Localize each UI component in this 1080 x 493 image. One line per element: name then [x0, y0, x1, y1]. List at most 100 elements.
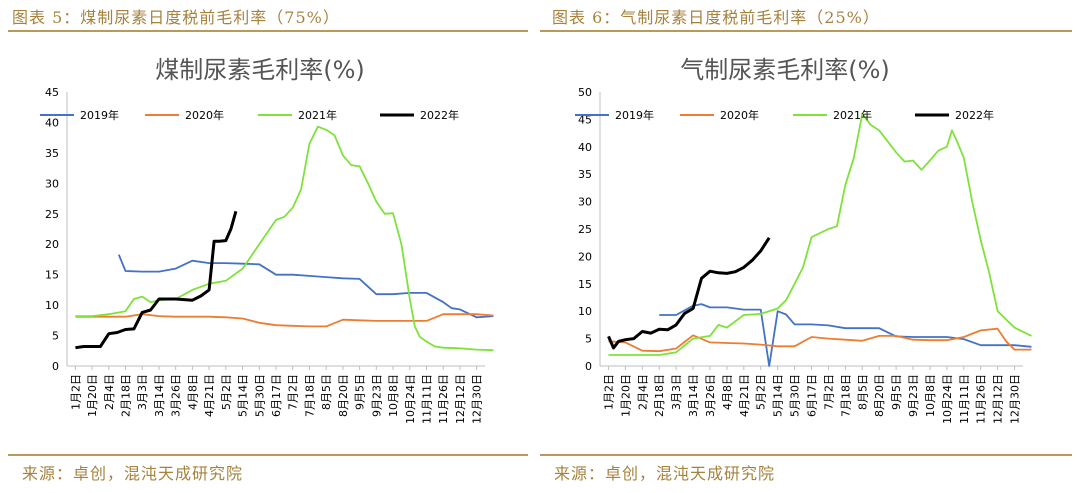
x-tick-label: 9月23日 — [370, 374, 383, 417]
x-tick-label: 9月5日 — [890, 374, 903, 410]
x-tick-label: 4月21日 — [203, 374, 216, 417]
coal-urea-margin-chart: 煤制尿素毛利率(%) 0 5 10 15 20 25 30 35 40 45 1月2日 1月20日 2月4… — [40, 56, 494, 424]
legend-label: 2021年 — [833, 108, 872, 122]
right-panel: 图表 6：气制尿素日度税前毛利率（25%） 气制尿素毛利率(%) 0 5 10 15 20… — [540, 0, 1072, 493]
chart-title: 气制尿素毛利率(%) — [680, 56, 890, 84]
y-tick-label: 25 — [45, 208, 59, 221]
left-panel: 图表 5：煤制尿素日度税前毛利率（75%） 煤制尿素毛利率(%) 0 5 10 15 20… — [0, 0, 528, 493]
x-tick-label: 5月2日 — [220, 374, 233, 410]
y-tick-label: 40 — [45, 116, 59, 129]
x-tick-label: 5月2日 — [755, 374, 768, 410]
x-tick-label: 6月17日 — [270, 374, 283, 417]
left-bottom-rule — [8, 454, 528, 456]
x-tick-label: 7月2日 — [822, 374, 835, 410]
y-tick-label: 45 — [45, 86, 59, 99]
right-source-note: 来源：卓创，混沌天成研究院 — [554, 464, 776, 483]
x-tick-label: 3月3日 — [670, 374, 683, 410]
x-tick-label: 4月21日 — [738, 374, 751, 417]
legend-label: 2022年 — [955, 108, 994, 122]
x-tick-label: 10月24日 — [404, 374, 417, 424]
y-tick-label: 0 — [52, 360, 59, 373]
x-tick-label: 12月30日 — [471, 374, 484, 424]
x-tick-label: 12月12日 — [454, 374, 467, 424]
legend-label: 2021年 — [298, 108, 337, 122]
y-tick-label: 10 — [578, 305, 592, 318]
x-tick-label: 3月14日 — [687, 374, 700, 417]
right-top-rule — [540, 30, 1072, 32]
x-tick-label: 7月18日 — [839, 374, 852, 417]
x-tick-label: 10月24日 — [941, 374, 954, 424]
x-tick-label: 4月8日 — [186, 374, 199, 410]
x-tick-label: 2月18日 — [653, 374, 666, 417]
x-tick-label: 3月26日 — [170, 374, 183, 417]
x-tick-label: 5月30日 — [253, 374, 266, 417]
right-bottom-rule — [540, 454, 1072, 456]
y-tick-label: 35 — [45, 147, 59, 160]
x-tick-label: 11月11日 — [420, 374, 433, 424]
legend-label: 2020年 — [720, 108, 759, 122]
legend-label: 2020年 — [185, 108, 224, 122]
left-source-note: 来源：卓创，混沌天成研究院 — [22, 464, 244, 483]
x-tick-label: 4月8日 — [721, 374, 734, 410]
series-line-2021年 — [608, 113, 1032, 356]
series-line-2020年 — [608, 327, 1032, 353]
x-tick-label: 5月14日 — [772, 374, 785, 417]
y-tick-label: 15 — [578, 278, 592, 291]
series-line-2021年 — [75, 125, 494, 352]
x-tick-label: 3月3日 — [136, 374, 149, 410]
y-tick-label: 0 — [585, 360, 592, 373]
x-tick-label: 9月23日 — [907, 374, 920, 417]
x-tick-label: 8月5日 — [856, 374, 869, 410]
legend-label: 2019年 — [80, 108, 119, 122]
x-tick-label: 7月18日 — [303, 374, 316, 417]
x-tick-label: 2月4日 — [103, 374, 116, 410]
left-top-rule — [8, 30, 528, 32]
y-tick-label: 5 — [52, 330, 59, 343]
gas-urea-margin-chart: 气制尿素毛利率(%) 0 5 10 15 20 25 30 35 40 45 50 1月2日 1月20日 2… — [575, 56, 1032, 424]
series-line-2019年 — [117, 254, 494, 319]
x-tick-label: 8月5日 — [320, 374, 333, 410]
x-tick-label: 10月8日 — [387, 374, 400, 417]
chart-title: 煤制尿素毛利率(%) — [155, 56, 365, 84]
x-tick-label: 6月17日 — [806, 374, 819, 417]
y-tick-label: 45 — [578, 113, 592, 126]
legend-label: 2019年 — [615, 108, 654, 122]
x-tick-label: 3月14日 — [153, 374, 166, 417]
y-tick-label: 50 — [578, 86, 592, 99]
legend-label: 2022年 — [420, 108, 459, 122]
series-line-2022年 — [75, 210, 238, 350]
x-tick-label: 8月20日 — [873, 374, 886, 417]
series-line-2019年 — [659, 303, 1032, 367]
x-tick-label: 1月2日 — [69, 374, 82, 410]
x-tick-label: 10月8日 — [924, 374, 937, 417]
x-tick-label: 7月2日 — [287, 374, 300, 410]
y-tick-label: 10 — [45, 299, 59, 312]
x-tick-label: 12月12日 — [992, 374, 1005, 424]
y-tick-label: 40 — [578, 141, 592, 154]
right-figure-caption: 图表 6：气制尿素日度税前毛利率（25%） — [552, 8, 880, 27]
x-tick-label: 12月30日 — [1009, 374, 1022, 424]
x-tick-label: 3月26日 — [704, 374, 717, 417]
x-tick-label: 2月4日 — [636, 374, 649, 410]
y-tick-label: 20 — [578, 250, 592, 263]
x-tick-label: 5月30日 — [789, 374, 802, 417]
x-tick-label: 1月2日 — [602, 374, 615, 410]
y-tick-label: 5 — [585, 333, 592, 346]
left-figure-caption: 图表 5：煤制尿素日度税前毛利率（75%） — [12, 8, 340, 27]
x-tick-label: 9月5日 — [354, 374, 367, 410]
y-tick-label: 15 — [45, 269, 59, 282]
x-tick-label: 1月20日 — [86, 374, 99, 417]
y-tick-label: 35 — [578, 168, 592, 181]
x-tick-label: 11月26日 — [437, 374, 450, 424]
x-tick-label: 8月20日 — [337, 374, 350, 417]
x-tick-label: 5月14日 — [237, 374, 250, 417]
x-tick-label: 1月20日 — [619, 374, 632, 417]
x-tick-label: 11月26日 — [975, 374, 988, 424]
series-line-2020年 — [75, 313, 494, 328]
y-tick-label: 30 — [45, 177, 59, 190]
y-tick-label: 20 — [45, 238, 59, 251]
y-tick-label: 30 — [578, 196, 592, 209]
y-tick-label: 25 — [578, 223, 592, 236]
series-line-2022年 — [607, 236, 771, 350]
x-tick-label: 11月11日 — [958, 374, 971, 424]
